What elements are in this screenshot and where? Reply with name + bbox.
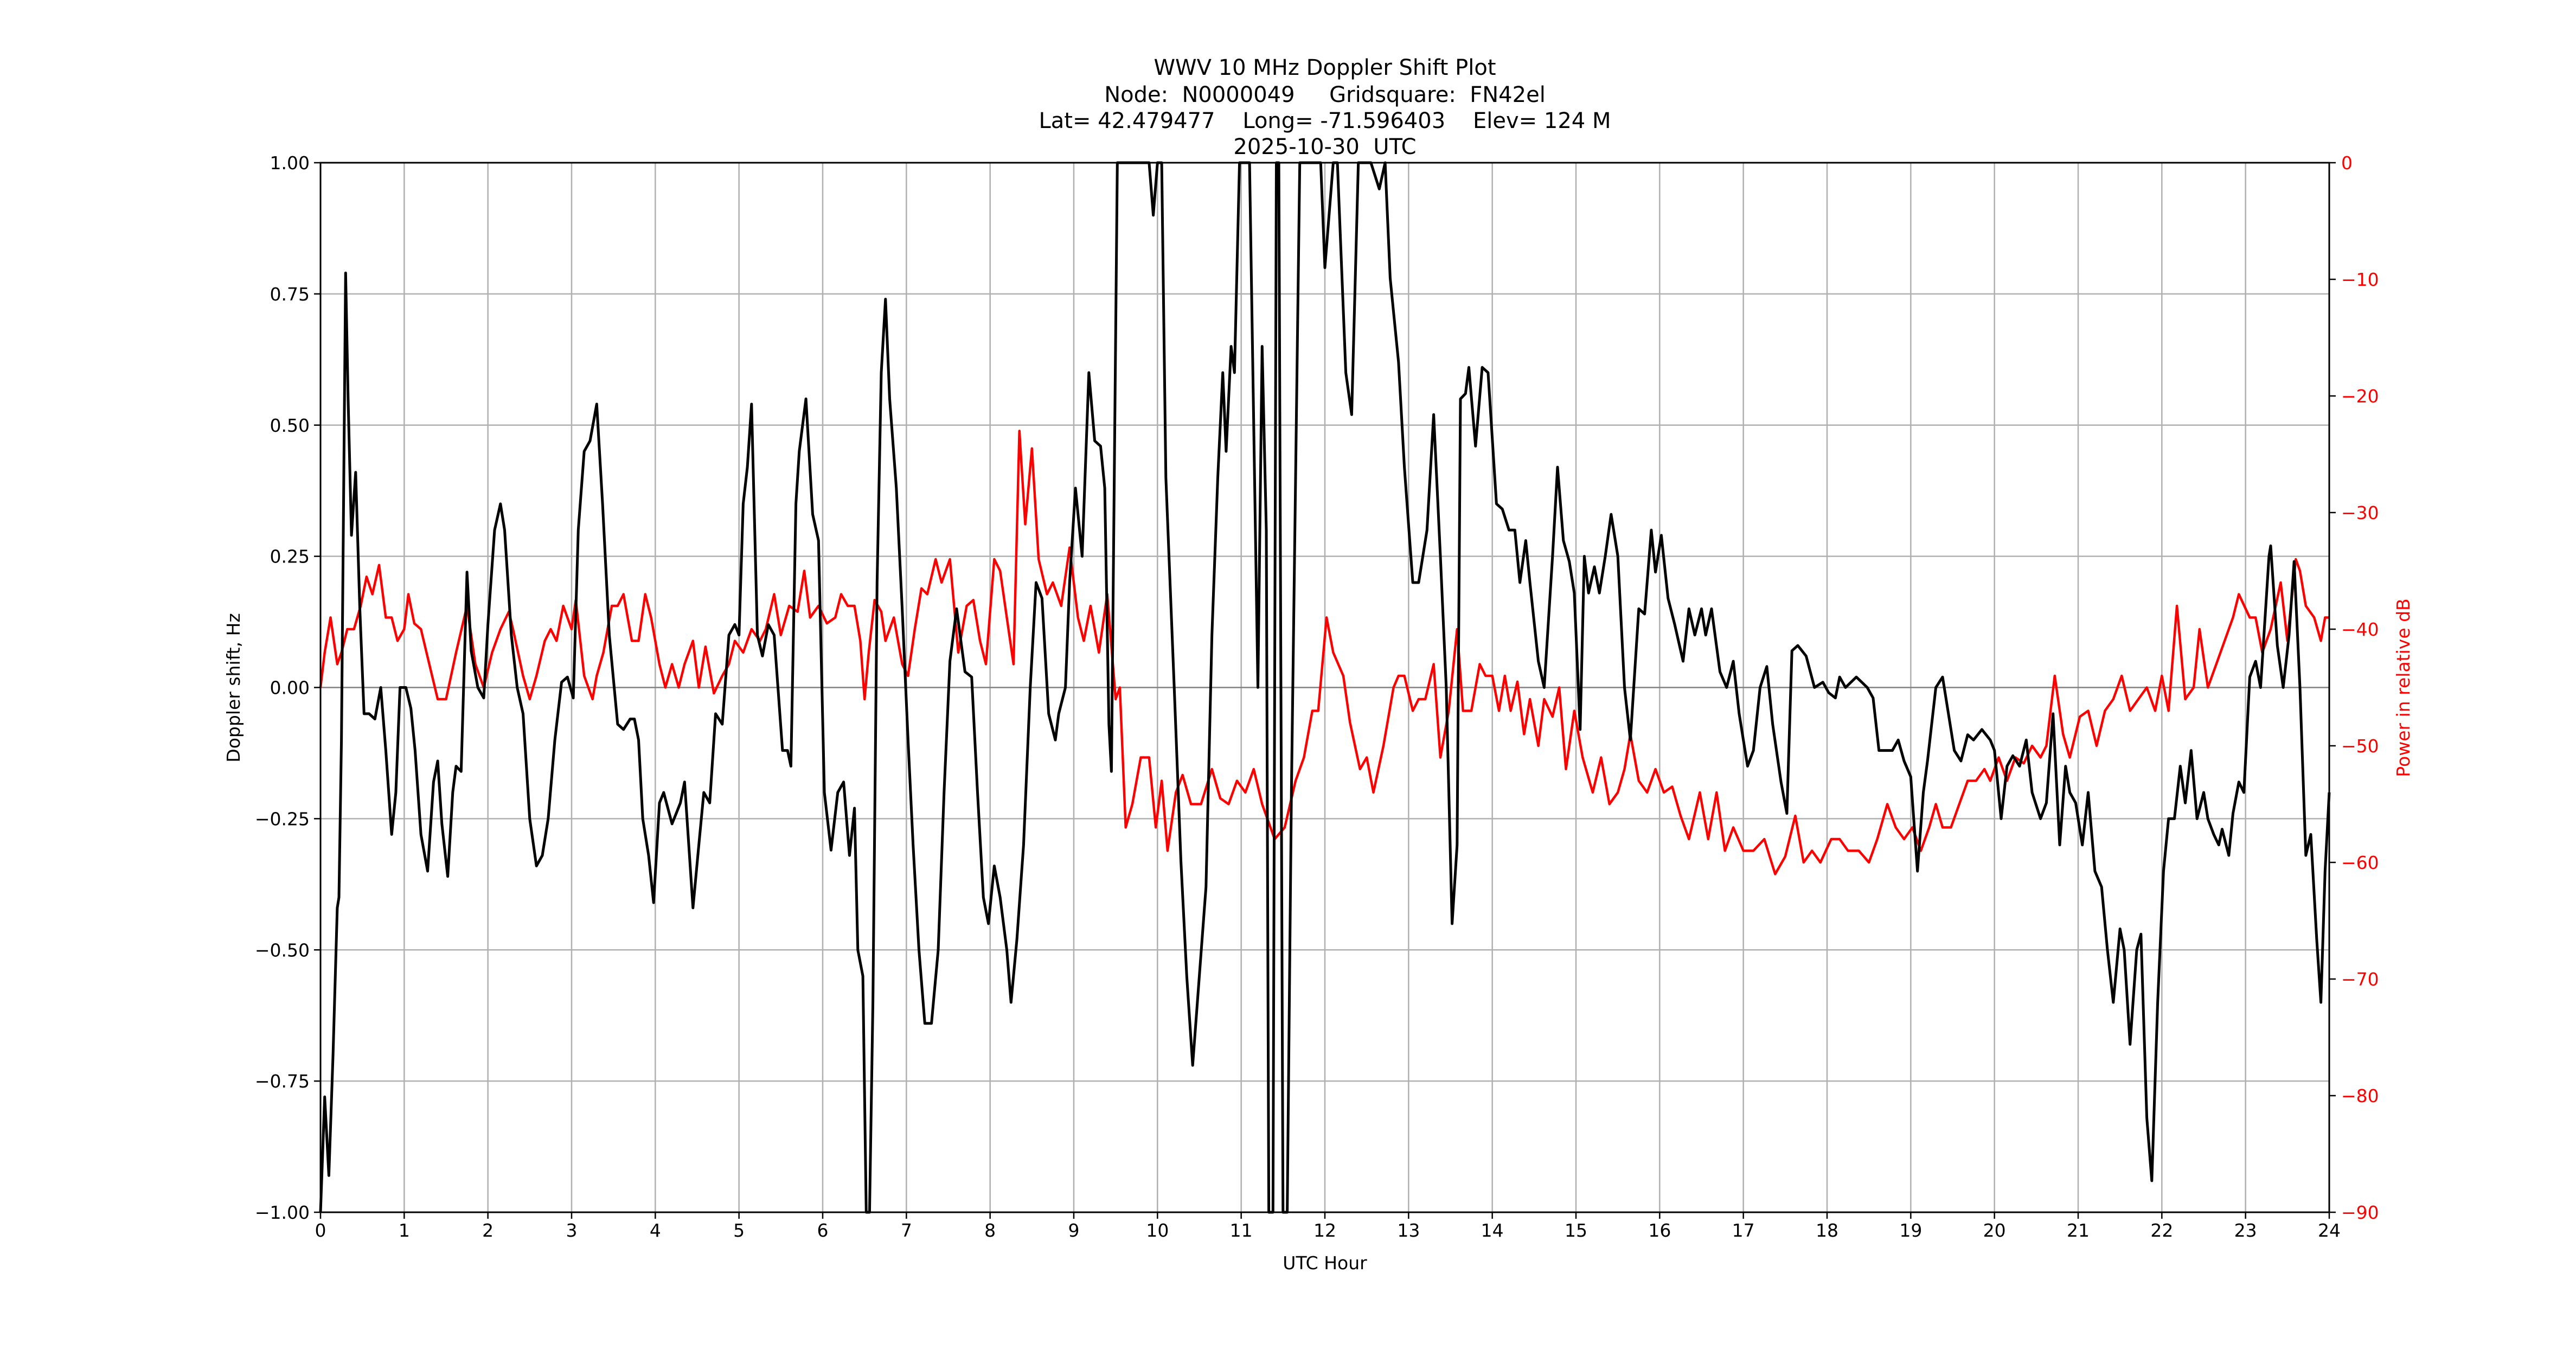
y-tick-label: 0.25 [270,546,310,567]
x-tick-label: 2 [482,1220,494,1241]
x-tick-label: 23 [2234,1220,2257,1241]
y-tick-label: 0.00 [270,677,310,699]
y2-tick-label: −40 [2341,619,2379,640]
y2-tick-label: −70 [2341,969,2379,990]
x-tick-label: 8 [984,1220,996,1241]
x-tick-label: 4 [650,1220,661,1241]
x-tick-label: 15 [1565,1220,1587,1241]
title-line-3: Lat= 42.479477 Long= -71.596403 Elev= 12… [1039,108,1611,133]
y-tick-label: 0.50 [270,415,310,436]
x-tick-label: 21 [2067,1220,2090,1241]
title-line-4: 2025-10-30 UTC [1233,135,1416,159]
y2-tick-label: 0 [2341,152,2353,174]
y-tick-label: −0.75 [255,1071,310,1092]
x-tick-label: 17 [1732,1220,1755,1241]
x-tick-label: 16 [1648,1220,1671,1241]
y-tick-label: 1.00 [270,152,310,174]
x-tick-label: 9 [1068,1220,1080,1241]
y2-tick-label: −80 [2341,1085,2379,1106]
x-tick-label: 22 [2150,1220,2173,1241]
y-tick-label: −1.00 [255,1202,310,1223]
x-tick-label: 3 [566,1220,578,1241]
x-axis-label: UTC Hour [1283,1252,1367,1274]
x-tick-label: 12 [1313,1220,1336,1241]
grid-lines [319,162,2330,1213]
x-tick-label: 18 [1816,1220,1838,1241]
y2-tick-label: −60 [2341,852,2379,873]
x-tick-label: 10 [1146,1220,1169,1241]
x-tick-label: 5 [733,1220,745,1241]
x-tick-label: 6 [817,1220,829,1241]
x-tick-label: 7 [901,1220,912,1241]
y-tick-label: −0.25 [255,808,310,829]
x-tick-label: 11 [1230,1220,1253,1241]
x-tick-label: 20 [1983,1220,2006,1241]
x-tick-label: 24 [2318,1220,2341,1241]
x-tick-label: 13 [1397,1220,1420,1241]
y-tick-label: 0.75 [270,284,310,305]
x-tick-label: 0 [315,1220,326,1241]
title-line-1: WWV 10 MHz Doppler Shift Plot [1154,55,1496,80]
y2-tick-label: −50 [2341,735,2379,757]
y2-tick-label: −20 [2341,386,2379,407]
power-series-line [319,430,2329,875]
y2-tick-label: −90 [2341,1202,2379,1223]
axis-ticks: 0 1 2 3 4 5 6 7 8 9 10 11 12 13 14 15 16 17 18 19 20 21 22 23 24… [255,152,2379,1241]
title-line-2: Node: N0000049 Gridsquare: FN42el [1104,82,1546,107]
x-tick-label: 14 [1481,1220,1504,1241]
y-tick-label: −0.50 [255,939,310,961]
y2-axis-label: Power in relative dB [2393,598,2414,777]
y2-tick-label: −30 [2341,502,2379,523]
y2-tick-label: −10 [2341,269,2379,290]
chart-title: WWV 10 MHz Doppler Shift Plot Node: N000… [1039,55,1611,159]
x-tick-label: 1 [399,1220,410,1241]
x-tick-label: 19 [1899,1220,1922,1241]
y-axis-label: Doppler shift, Hz [223,613,244,762]
